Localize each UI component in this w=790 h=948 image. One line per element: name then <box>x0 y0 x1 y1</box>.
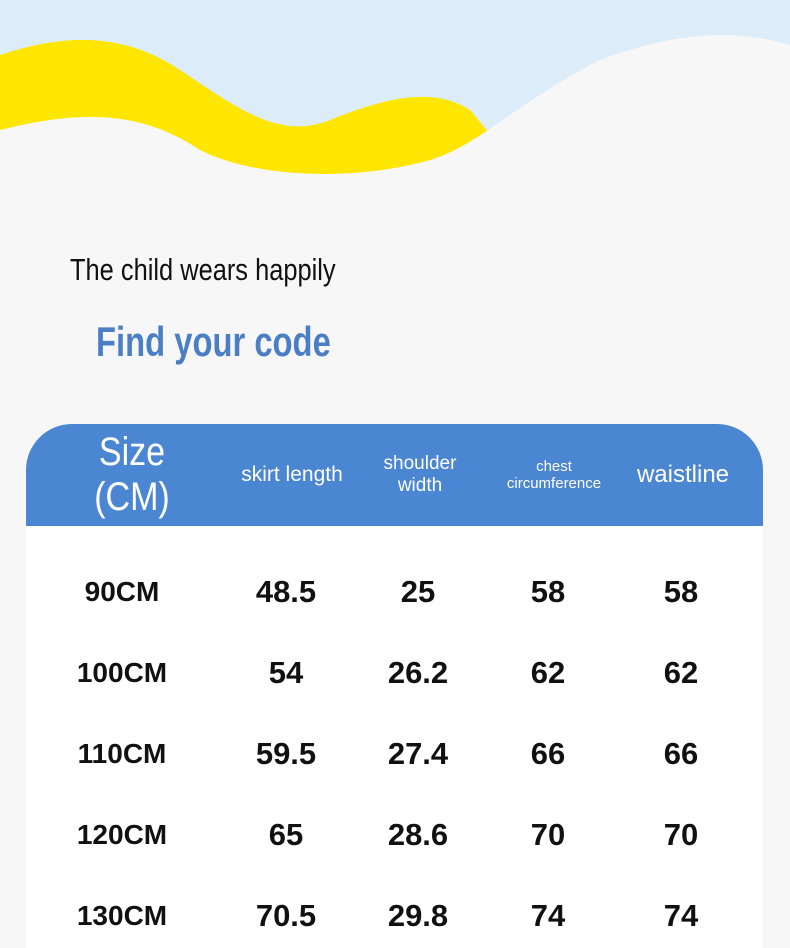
subtitle: Find your code <box>96 318 331 365</box>
background-waves <box>0 0 790 200</box>
value-cell: 58 <box>530 574 566 609</box>
value-cell: 70 <box>530 817 566 852</box>
value-cell: 54 <box>268 655 304 690</box>
value-cell: 65 <box>268 817 304 852</box>
value-cell: 29.8 <box>387 898 449 933</box>
value-cell: 74 <box>530 898 566 933</box>
size-cell: 90CM <box>84 576 160 607</box>
size-table: Size (CM) skirt length shoulder width chest… <box>26 424 763 948</box>
value-cell: 48.5 <box>255 574 317 609</box>
column-header: shoulder width <box>383 453 457 496</box>
table-header: Size (CM) skirt length shoulder width chest… <box>26 424 763 526</box>
size-cell: 100CM <box>76 657 168 688</box>
tagline: The child wears happily <box>70 252 336 287</box>
value-cell: 74 <box>663 898 699 933</box>
value-cell: 66 <box>530 736 566 771</box>
column-header: waistline <box>636 461 730 488</box>
value-cell: 25 <box>400 574 436 609</box>
value-cell: 66 <box>663 736 699 771</box>
value-cell: 70 <box>663 817 699 852</box>
value-cell: 59.5 <box>255 736 317 771</box>
column-header: Size (CM) <box>94 430 170 519</box>
value-cell: 27.4 <box>387 736 449 771</box>
size-cell: 110CM <box>77 738 167 769</box>
value-cell: 26.2 <box>387 655 449 690</box>
column-header: skirt length <box>241 463 343 486</box>
value-cell: 28.6 <box>387 817 449 852</box>
value-cell: 62 <box>530 655 566 690</box>
column-header: chest circumference <box>506 458 602 492</box>
size-cell: 130CM <box>76 900 168 931</box>
value-cell: 62 <box>663 655 699 690</box>
size-cell: 120CM <box>76 819 168 850</box>
value-cell: 70.5 <box>255 898 317 933</box>
value-cell: 58 <box>663 574 699 609</box>
